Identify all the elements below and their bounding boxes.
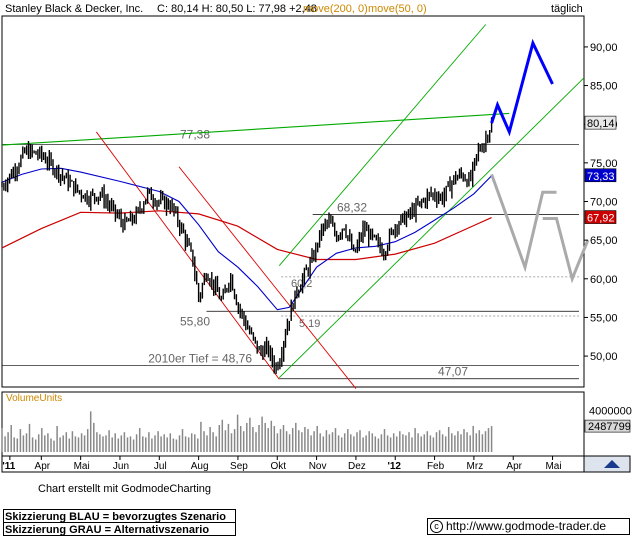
price-series [1,117,493,374]
level-label: 77,38 [180,127,210,141]
trendline-downtrend-upper [178,166,357,389]
level-label: 47,07 [438,365,468,379]
y-tick-label: 75,00 [590,158,618,170]
website-link[interactable]: c http://www.godmode-trader.de [427,518,630,535]
x-axis: '11 Apr Mai Jun Jul Aug Sep Okt Nov Dez '12 Feb Mrz A… [2,456,562,472]
copyright-icon: c [430,520,443,534]
scroll-up-icon[interactable] [604,460,620,468]
trendline-downtrend-lower [96,131,280,380]
x-tick-label: Apr [506,461,522,472]
volume-panel-label: VolumeUnits [6,393,62,404]
x-tick-label: Mai [545,461,561,472]
volume-y-axis: 4000000 2487799 [584,405,632,433]
level-label: 2010er Tief = 48,76 [148,352,252,366]
scenario-sketches [490,38,590,284]
ma50-badge: 73,33 [587,171,615,183]
y-tick-label: 55,00 [590,312,618,324]
ma200-line [1,210,492,261]
moving-averages [1,167,492,311]
level-label: 55,80 [180,314,210,328]
last-price-badge-bg [584,115,617,130]
ma200-badge: 67,92 [587,213,615,225]
x-tick-label: Jun [113,461,129,472]
x-tick-label: Feb [427,461,445,472]
horizontal-levels: 77,38 68,32 60,2 55,80 5,19 2010er Tief = 48,… [2,127,579,380]
grey-scenario-path [490,173,557,273]
trendline-channel-upper [278,24,487,266]
level-label: 68,32 [337,200,367,214]
x-tick-label: Mrz [467,461,484,472]
volume-last-label: 2487799 [588,421,631,433]
x-tick-label: Mai [74,461,90,472]
legend-blue-scenario: Skizzierung BLAU = bevorzugtes Szenario [3,509,236,523]
legend-grey-scenario: Skizzierung GRAU = Alternativszenario [3,522,236,536]
volume-bars [1,411,493,452]
trendline-resistance [1,112,510,146]
x-tick-label: '11 [2,461,15,472]
trendlines [1,24,585,389]
x-tick-label: Nov [309,461,327,472]
last-price-badge: 80,14 [587,118,615,130]
level-label: 5,19 [299,318,320,330]
y-tick-label: 50,00 [590,351,618,363]
x-tick-label: Okt [270,461,286,472]
ma50-line [1,167,492,311]
blue-scenario-path [490,38,554,137]
level-label: 60,2 [291,278,312,290]
x-tick-label: Dez [348,461,366,472]
period-label: täglich [551,3,583,15]
value-badges: 80,14 73,33 67,92 [584,115,617,225]
price-y-axis: 50,0055,0060,0065,0070,0075,0080,0085,00… [584,42,618,363]
volume-last-bg [584,419,631,433]
chart-credit: Chart erstellt mit GodmodeCharting [38,483,212,495]
y-tick-label: 90,00 [590,42,618,54]
scroll-handle[interactable] [583,455,631,473]
website-url: http://www.godmode-trader.de [446,519,607,533]
x-tick-label: Apr [35,461,51,472]
x-tick-label: Aug [191,461,209,472]
volume-tick-label: 4000000 [589,405,632,417]
trendline-channel-lower [278,77,585,379]
x-tick-label: Sep [230,461,248,472]
ma200-badge-bg [584,210,617,224]
y-tick-label: 60,00 [590,274,618,286]
ma200-header-label: move(200, 0) [303,3,368,15]
ma50-header-label: move(50, 0) [368,3,427,15]
x-tick-label: '12 [387,461,401,472]
y-tick-label: 65,00 [590,235,618,247]
y-tick-label: 70,00 [590,197,618,209]
y-tick-label: 85,00 [590,81,618,93]
grey-scenario-path-2 [542,217,590,284]
ma50-badge-bg [584,168,617,183]
chart-title: Stanley Black & Decker, Inc. [5,3,143,15]
x-tick-label: Jul [154,461,167,472]
quote-line: C: 80,14 H: 80,50 L: 77,98 +2,48 [157,3,317,15]
